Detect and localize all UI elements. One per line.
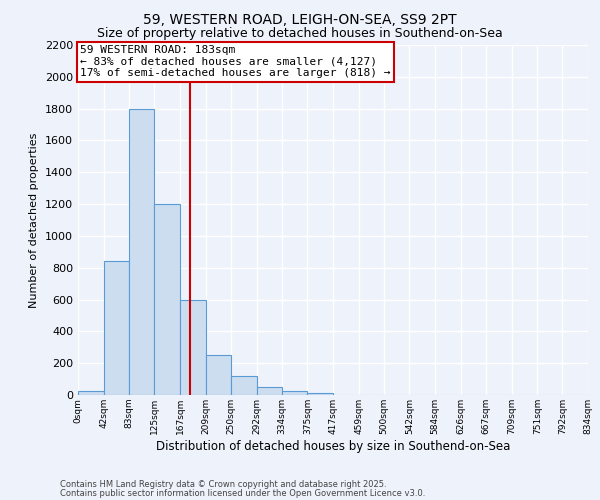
Y-axis label: Number of detached properties: Number of detached properties <box>29 132 40 308</box>
Bar <box>282 391 307 395</box>
Bar <box>78 391 104 395</box>
Bar <box>206 355 231 395</box>
Bar <box>231 376 257 395</box>
Bar <box>307 394 333 395</box>
X-axis label: Distribution of detached houses by size in Southend-on-Sea: Distribution of detached houses by size … <box>156 440 510 452</box>
Bar <box>180 300 206 395</box>
Text: 59, WESTERN ROAD, LEIGH-ON-SEA, SS9 2PT: 59, WESTERN ROAD, LEIGH-ON-SEA, SS9 2PT <box>143 12 457 26</box>
Text: Size of property relative to detached houses in Southend-on-Sea: Size of property relative to detached ho… <box>97 28 503 40</box>
Text: 59 WESTERN ROAD: 183sqm
← 83% of detached houses are smaller (4,127)
17% of semi: 59 WESTERN ROAD: 183sqm ← 83% of detache… <box>80 45 391 78</box>
Text: Contains public sector information licensed under the Open Government Licence v3: Contains public sector information licen… <box>60 488 425 498</box>
Bar <box>129 108 154 395</box>
Bar <box>154 204 180 395</box>
Bar <box>104 262 129 395</box>
Bar <box>257 387 282 395</box>
Text: Contains HM Land Registry data © Crown copyright and database right 2025.: Contains HM Land Registry data © Crown c… <box>60 480 386 489</box>
